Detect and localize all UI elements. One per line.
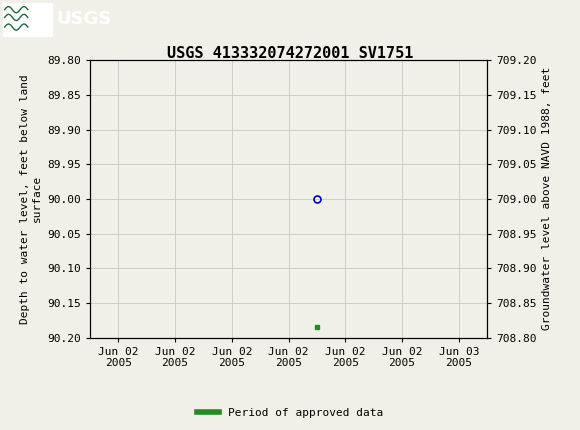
FancyBboxPatch shape (3, 3, 52, 36)
Text: USGS 413332074272001 SV1751: USGS 413332074272001 SV1751 (167, 46, 413, 61)
Text: USGS: USGS (57, 10, 112, 28)
Y-axis label: Depth to water level, feet below land
surface: Depth to water level, feet below land su… (20, 74, 42, 324)
Legend: Period of approved data: Period of approved data (193, 403, 387, 422)
Y-axis label: Groundwater level above NAVD 1988, feet: Groundwater level above NAVD 1988, feet (542, 67, 552, 331)
